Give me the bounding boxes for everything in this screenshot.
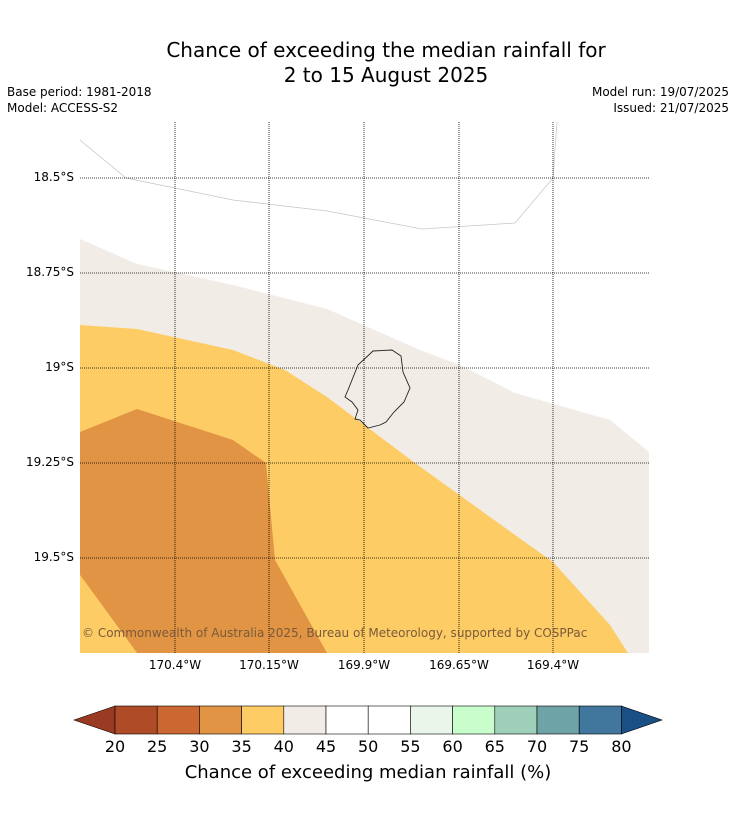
meta-left: Base period: 1981-2018 Model: ACCESS-S2 xyxy=(7,84,152,116)
title-line-1: Chance of exceeding the median rainfall … xyxy=(166,38,606,62)
colorbar-tick-label: 35 xyxy=(231,737,252,756)
outer-contour-line xyxy=(80,122,558,230)
graticule xyxy=(80,122,649,653)
colorbar-tick-label: 20 xyxy=(104,737,126,756)
lon-label: 170.15°W xyxy=(239,658,299,672)
lat-label: 19.5°S xyxy=(33,550,74,564)
colorbar-title: Chance of exceeding median rainfall (%) xyxy=(184,762,552,783)
band-35-40-corner xyxy=(80,575,137,653)
model-run: Model run: 19/07/2025 xyxy=(591,85,729,99)
lon-label: 169.9°W xyxy=(337,658,391,672)
colorbar-tick-label: 60 xyxy=(442,737,463,756)
model-name: Model: ACCESS-S2 xyxy=(7,101,119,115)
lon-label: 170.4°W xyxy=(148,658,202,672)
colorbar-tick-label: 80 xyxy=(611,737,632,756)
lat-label: 18.5°S xyxy=(33,170,74,184)
colorbar-tick-label: 40 xyxy=(273,737,294,756)
title-line-2: 2 to 15 August 2025 xyxy=(283,63,489,87)
lat-label: 19.25°S xyxy=(26,455,74,469)
band-under-35 xyxy=(80,409,327,653)
colorbar-tick-label: 45 xyxy=(315,737,337,756)
issued-date: Issued: 21/07/2025 xyxy=(613,101,729,115)
lon-label: 169.4°W xyxy=(526,658,580,672)
colorbar-tick-label: 65 xyxy=(484,737,505,756)
colorbar-tick-label: 25 xyxy=(147,737,168,756)
lat-label: 19°S xyxy=(45,360,74,374)
niue-island-outline xyxy=(344,349,411,429)
lat-label: 18.75°S xyxy=(26,265,74,279)
colorbar-tick-label: 50 xyxy=(358,737,379,756)
colorbar-tick-label: 70 xyxy=(526,737,548,756)
colorbar-tick-label: 30 xyxy=(189,737,210,756)
meta-right: Model run: 19/07/2025 Issued: 21/07/2025 xyxy=(592,84,729,116)
copyright-text: © Commonwealth of Australia 2025, Bureau… xyxy=(82,626,588,640)
colorbar-tick-label: 75 xyxy=(569,737,590,756)
chart-title: Chance of exceeding the median rainfall … xyxy=(0,38,736,88)
base-period: Base period: 1981-2018 xyxy=(7,85,152,99)
lon-label: 169.65°W xyxy=(429,658,489,672)
colorbar-tick-label: 55 xyxy=(400,737,421,756)
